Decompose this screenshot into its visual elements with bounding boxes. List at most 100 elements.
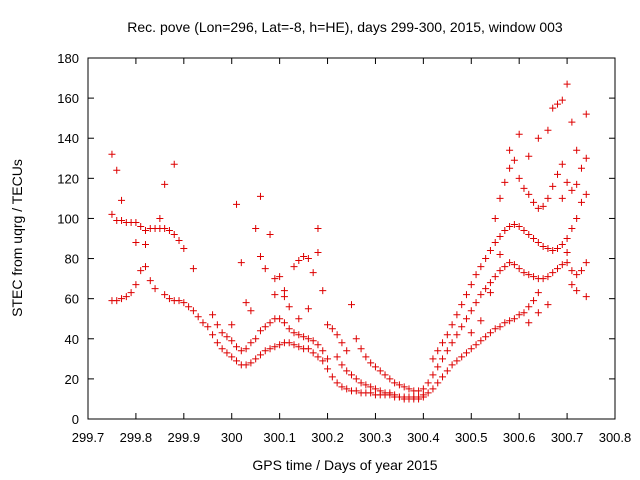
y-tick-label: 80 <box>65 252 79 267</box>
data-point <box>472 341 480 349</box>
data-point <box>386 391 394 399</box>
data-point <box>520 309 528 317</box>
data-point <box>453 331 461 339</box>
x-axis: 299.7 299.8 299.9 300 300.1 300.2 300.3 300.4 30… <box>72 58 632 445</box>
data-point <box>496 323 504 331</box>
data-point <box>439 355 447 363</box>
data-point <box>170 230 178 238</box>
data-point <box>343 367 351 375</box>
x-tick-label: 300.8 <box>599 430 632 445</box>
data-point <box>467 307 475 315</box>
data-point <box>204 323 212 331</box>
data-point <box>525 303 533 311</box>
data-point <box>352 387 360 395</box>
data-point <box>482 255 490 263</box>
data-point <box>170 160 178 168</box>
x-tick-label: 299.7 <box>72 430 105 445</box>
data-point <box>333 353 341 361</box>
data-point <box>501 178 509 186</box>
data-point <box>256 351 264 359</box>
data-point <box>477 337 485 345</box>
data-point <box>276 341 284 349</box>
data-point <box>180 299 188 307</box>
data-point <box>122 293 130 301</box>
data-point <box>443 367 451 375</box>
data-point <box>544 194 552 202</box>
data-point <box>501 263 509 271</box>
data-point <box>319 347 327 355</box>
data-point <box>582 110 590 118</box>
data-point <box>491 239 499 247</box>
data-point <box>242 345 250 353</box>
data-point <box>544 126 552 134</box>
data-point <box>434 347 442 355</box>
data-point <box>568 118 576 126</box>
data-point <box>400 383 408 391</box>
data-point <box>506 317 514 325</box>
data-point <box>544 245 552 253</box>
data-point <box>395 393 403 401</box>
data-point <box>314 249 322 257</box>
data-point <box>247 359 255 367</box>
data-point <box>458 353 466 361</box>
data-point <box>582 259 590 267</box>
data-point <box>118 216 126 224</box>
data-point <box>252 335 260 343</box>
data-point <box>161 224 169 232</box>
data-point <box>424 379 432 387</box>
data-point <box>554 170 562 178</box>
data-point <box>285 303 293 311</box>
y-tick-label: 180 <box>57 51 79 66</box>
data-point <box>573 287 581 295</box>
data-point <box>419 393 427 401</box>
data-point <box>573 146 581 154</box>
data-point <box>242 299 250 307</box>
data-point <box>314 353 322 361</box>
data-point <box>276 273 284 281</box>
y-tick-label: 40 <box>65 332 79 347</box>
data-point <box>285 325 293 333</box>
data-point <box>530 235 538 242</box>
data-point <box>194 313 202 321</box>
data-point <box>199 319 207 327</box>
data-point <box>534 289 542 297</box>
data-point <box>496 194 504 202</box>
data-point <box>256 327 264 335</box>
data-point <box>424 389 432 397</box>
data-point <box>520 226 528 234</box>
data-point <box>146 277 154 285</box>
data-point <box>271 343 279 351</box>
data-point <box>506 222 514 230</box>
data-point <box>534 134 542 142</box>
data-point <box>213 339 221 347</box>
data-point <box>549 182 557 190</box>
data-point <box>218 345 226 353</box>
data-point <box>180 245 188 253</box>
data-point <box>233 200 241 208</box>
data-point <box>328 373 336 381</box>
data-point <box>290 341 298 349</box>
x-tick-label: 300 <box>221 430 243 445</box>
data-point <box>252 355 260 363</box>
plot-frame <box>87 57 616 420</box>
data-point <box>304 305 312 313</box>
data-point <box>467 281 475 289</box>
data-point <box>539 202 547 210</box>
x-tick-label: 299.9 <box>168 430 201 445</box>
data-point <box>510 315 518 323</box>
data-point <box>491 273 499 281</box>
data-point <box>558 261 566 269</box>
data-point <box>554 245 562 253</box>
data-point <box>429 385 437 393</box>
y-tick-label: 120 <box>57 171 79 186</box>
data-point <box>300 333 308 341</box>
data-point <box>156 214 164 222</box>
data-point <box>577 267 585 275</box>
data-point <box>434 379 442 387</box>
data-point <box>419 385 427 393</box>
x-tick-label: 300.3 <box>359 430 392 445</box>
x-tick-label: 300.2 <box>311 430 344 445</box>
data-point <box>467 329 475 337</box>
data-point <box>367 389 375 397</box>
